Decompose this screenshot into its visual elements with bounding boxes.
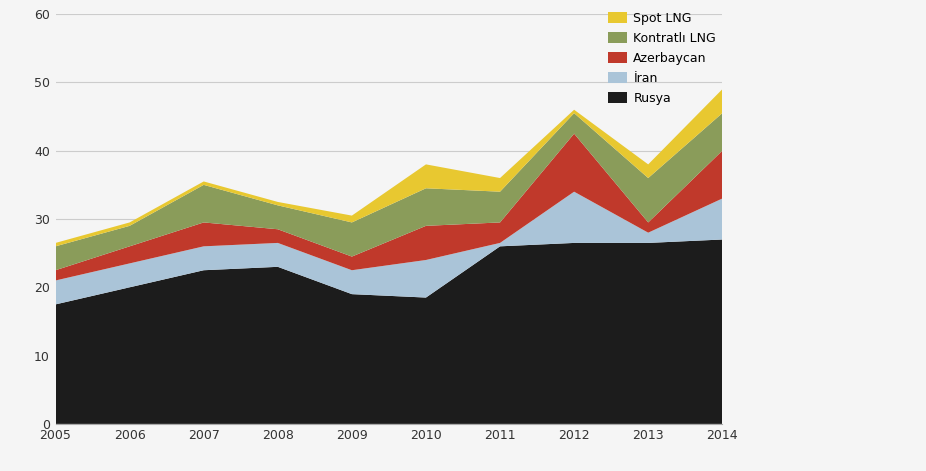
Legend: Spot LNG, Kontratlı LNG, Azerbaycan, İran, Rusya: Spot LNG, Kontratlı LNG, Azerbaycan, İra…: [608, 12, 716, 105]
